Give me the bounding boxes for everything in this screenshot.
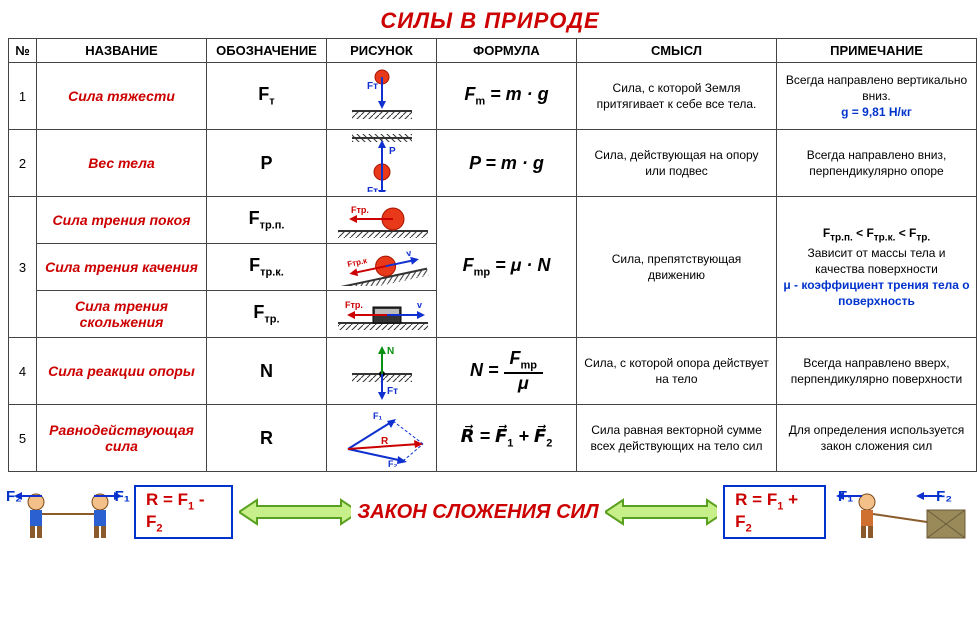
cell-picture: Fтр.к v bbox=[327, 244, 437, 291]
cell-picture: P Fт bbox=[327, 130, 437, 197]
cell-sense: Сила, с которой опора действует на тело bbox=[577, 338, 777, 405]
cell-num: 4 bbox=[9, 338, 37, 405]
cell-symbol: P bbox=[207, 130, 327, 197]
table-row: 1 Сила тяжести Fт Fт Fm = m · g Сила, с … bbox=[9, 63, 977, 130]
cell-num: 2 bbox=[9, 130, 37, 197]
svg-text:v: v bbox=[417, 300, 422, 310]
cell-picture: Fтр. bbox=[327, 197, 437, 244]
gravity-diagram-icon: Fт bbox=[337, 67, 427, 125]
cell-num: 1 bbox=[9, 63, 37, 130]
cell-formula: R⃗ = F⃗1 + F⃗2 bbox=[437, 405, 577, 472]
svg-text:Fт: Fт bbox=[367, 186, 378, 192]
cell-name: Вес тела bbox=[37, 130, 207, 197]
cell-num: 5 bbox=[9, 405, 37, 472]
tug-of-war-opposite-icon: F₂ F₁ bbox=[8, 482, 128, 542]
cell-formula: P = m · g bbox=[437, 130, 577, 197]
header-picture: РИСУНОК bbox=[327, 39, 437, 63]
table-row: 5 Равнодействующая сила R F₁ F₂ R bbox=[9, 405, 977, 472]
footer-law: F₂ F₁ R = F1 - F2 ЗАКОН СЛОЖЕНИЯ СИЛ R =… bbox=[8, 482, 972, 542]
formula-box-add: R = F1 + F2 bbox=[723, 485, 826, 540]
svg-text:F₁: F₁ bbox=[373, 411, 382, 421]
svg-text:R: R bbox=[381, 436, 389, 447]
cell-note: Fтр.п. < Fтр.к. < Fтр. Зависит от массы … bbox=[777, 197, 977, 338]
svg-text:P: P bbox=[389, 146, 396, 157]
header-sense: СМЫСЛ bbox=[577, 39, 777, 63]
rolling-friction-icon: Fтр.к v bbox=[333, 248, 433, 286]
svg-text:N: N bbox=[387, 346, 394, 357]
header-formula: ФОРМУЛА bbox=[437, 39, 577, 63]
svg-text:v: v bbox=[405, 248, 412, 258]
svg-text:Fтр.к: Fтр.к bbox=[347, 256, 369, 269]
svg-text:F₂: F₂ bbox=[388, 459, 398, 467]
cell-picture: Fтр. v bbox=[327, 291, 437, 338]
forces-table: № НАЗВАНИЕ ОБОЗНАЧЕНИЕ РИСУНОК ФОРМУЛА С… bbox=[8, 38, 977, 472]
law-title: ЗАКОН СЛОЖЕНИЯ СИЛ bbox=[357, 501, 598, 524]
cell-symbol: N bbox=[207, 338, 327, 405]
sliding-friction-icon: Fтр. v bbox=[333, 295, 433, 333]
cell-picture: N Fт bbox=[327, 338, 437, 405]
double-arrow-icon bbox=[239, 494, 352, 530]
header-note: ПРИМЕЧАНИЕ bbox=[777, 39, 977, 63]
cell-note: Всегда направлено вниз, перпендикулярно … bbox=[777, 130, 977, 197]
cell-name: Сила реакции опоры bbox=[37, 338, 207, 405]
svg-text:Fт: Fт bbox=[387, 386, 398, 397]
page-title: СИЛЫ В ПРИРОДЕ bbox=[8, 8, 972, 34]
cell-name: Равнодействующая сила bbox=[37, 405, 207, 472]
table-row: 4 Сила реакции опоры N N Fт N = Fmpμ bbox=[9, 338, 977, 405]
table-header-row: № НАЗВАНИЕ ОБОЗНАЧЕНИЕ РИСУНОК ФОРМУЛА С… bbox=[9, 39, 977, 63]
cell-sense: Сила, с которой Земля притягивает к себе… bbox=[577, 63, 777, 130]
cell-symbol: R bbox=[207, 405, 327, 472]
cell-picture: F₁ F₂ R bbox=[327, 405, 437, 472]
cell-name: Сила трения покоя bbox=[37, 197, 207, 244]
cell-formula: N = Fmpμ bbox=[437, 338, 577, 405]
cell-name: Сила трения скольжения bbox=[37, 291, 207, 338]
cell-note: Всегда направлено вверх, перпендикулярно… bbox=[777, 338, 977, 405]
cell-symbol: Fтр. bbox=[207, 291, 327, 338]
formula-box-subtract: R = F1 - F2 bbox=[134, 485, 233, 540]
cell-symbol: Fтр.п. bbox=[207, 197, 327, 244]
cell-note: Для определения используется закон сложе… bbox=[777, 405, 977, 472]
tug-of-war-same-icon: F₁ F₂ bbox=[832, 482, 972, 542]
cell-name: Сила тяжести bbox=[37, 63, 207, 130]
table-row: 2 Вес тела P P Fт P = m · g Сила, де bbox=[9, 130, 977, 197]
cell-formula: Fmp = μ · N bbox=[437, 197, 577, 338]
table-row: 3 Сила трения покоя Fтр.п. Fтр. Fmp = μ … bbox=[9, 197, 977, 244]
weight-diagram-icon: P Fт bbox=[337, 134, 427, 192]
cell-name: Сила трения качения bbox=[37, 244, 207, 291]
cell-formula: Fm = m · g bbox=[437, 63, 577, 130]
cell-sense: Сила равная векторной сумме всех действу… bbox=[577, 405, 777, 472]
header-num: № bbox=[9, 39, 37, 63]
cell-symbol: Fтр.к. bbox=[207, 244, 327, 291]
cell-sense: Сила, препятствующая движению bbox=[577, 197, 777, 338]
header-symbol: ОБОЗНАЧЕНИЕ bbox=[207, 39, 327, 63]
normal-force-icon: N Fт bbox=[337, 342, 427, 400]
double-arrow-icon bbox=[605, 494, 718, 530]
svg-text:Fтр.: Fтр. bbox=[345, 300, 363, 310]
cell-note: Всегда направлено вертикально вниз. g = … bbox=[777, 63, 977, 130]
svg-text:Fт: Fт bbox=[367, 81, 378, 92]
cell-symbol: Fт bbox=[207, 63, 327, 130]
svg-text:Fтр.: Fтр. bbox=[351, 205, 369, 215]
resultant-force-icon: F₁ F₂ R bbox=[333, 409, 433, 467]
cell-num: 3 bbox=[9, 197, 37, 338]
static-friction-icon: Fтр. bbox=[333, 201, 433, 239]
cell-picture: Fт bbox=[327, 63, 437, 130]
header-name: НАЗВАНИЕ bbox=[37, 39, 207, 63]
cell-sense: Сила, действующая на опору или подвес bbox=[577, 130, 777, 197]
